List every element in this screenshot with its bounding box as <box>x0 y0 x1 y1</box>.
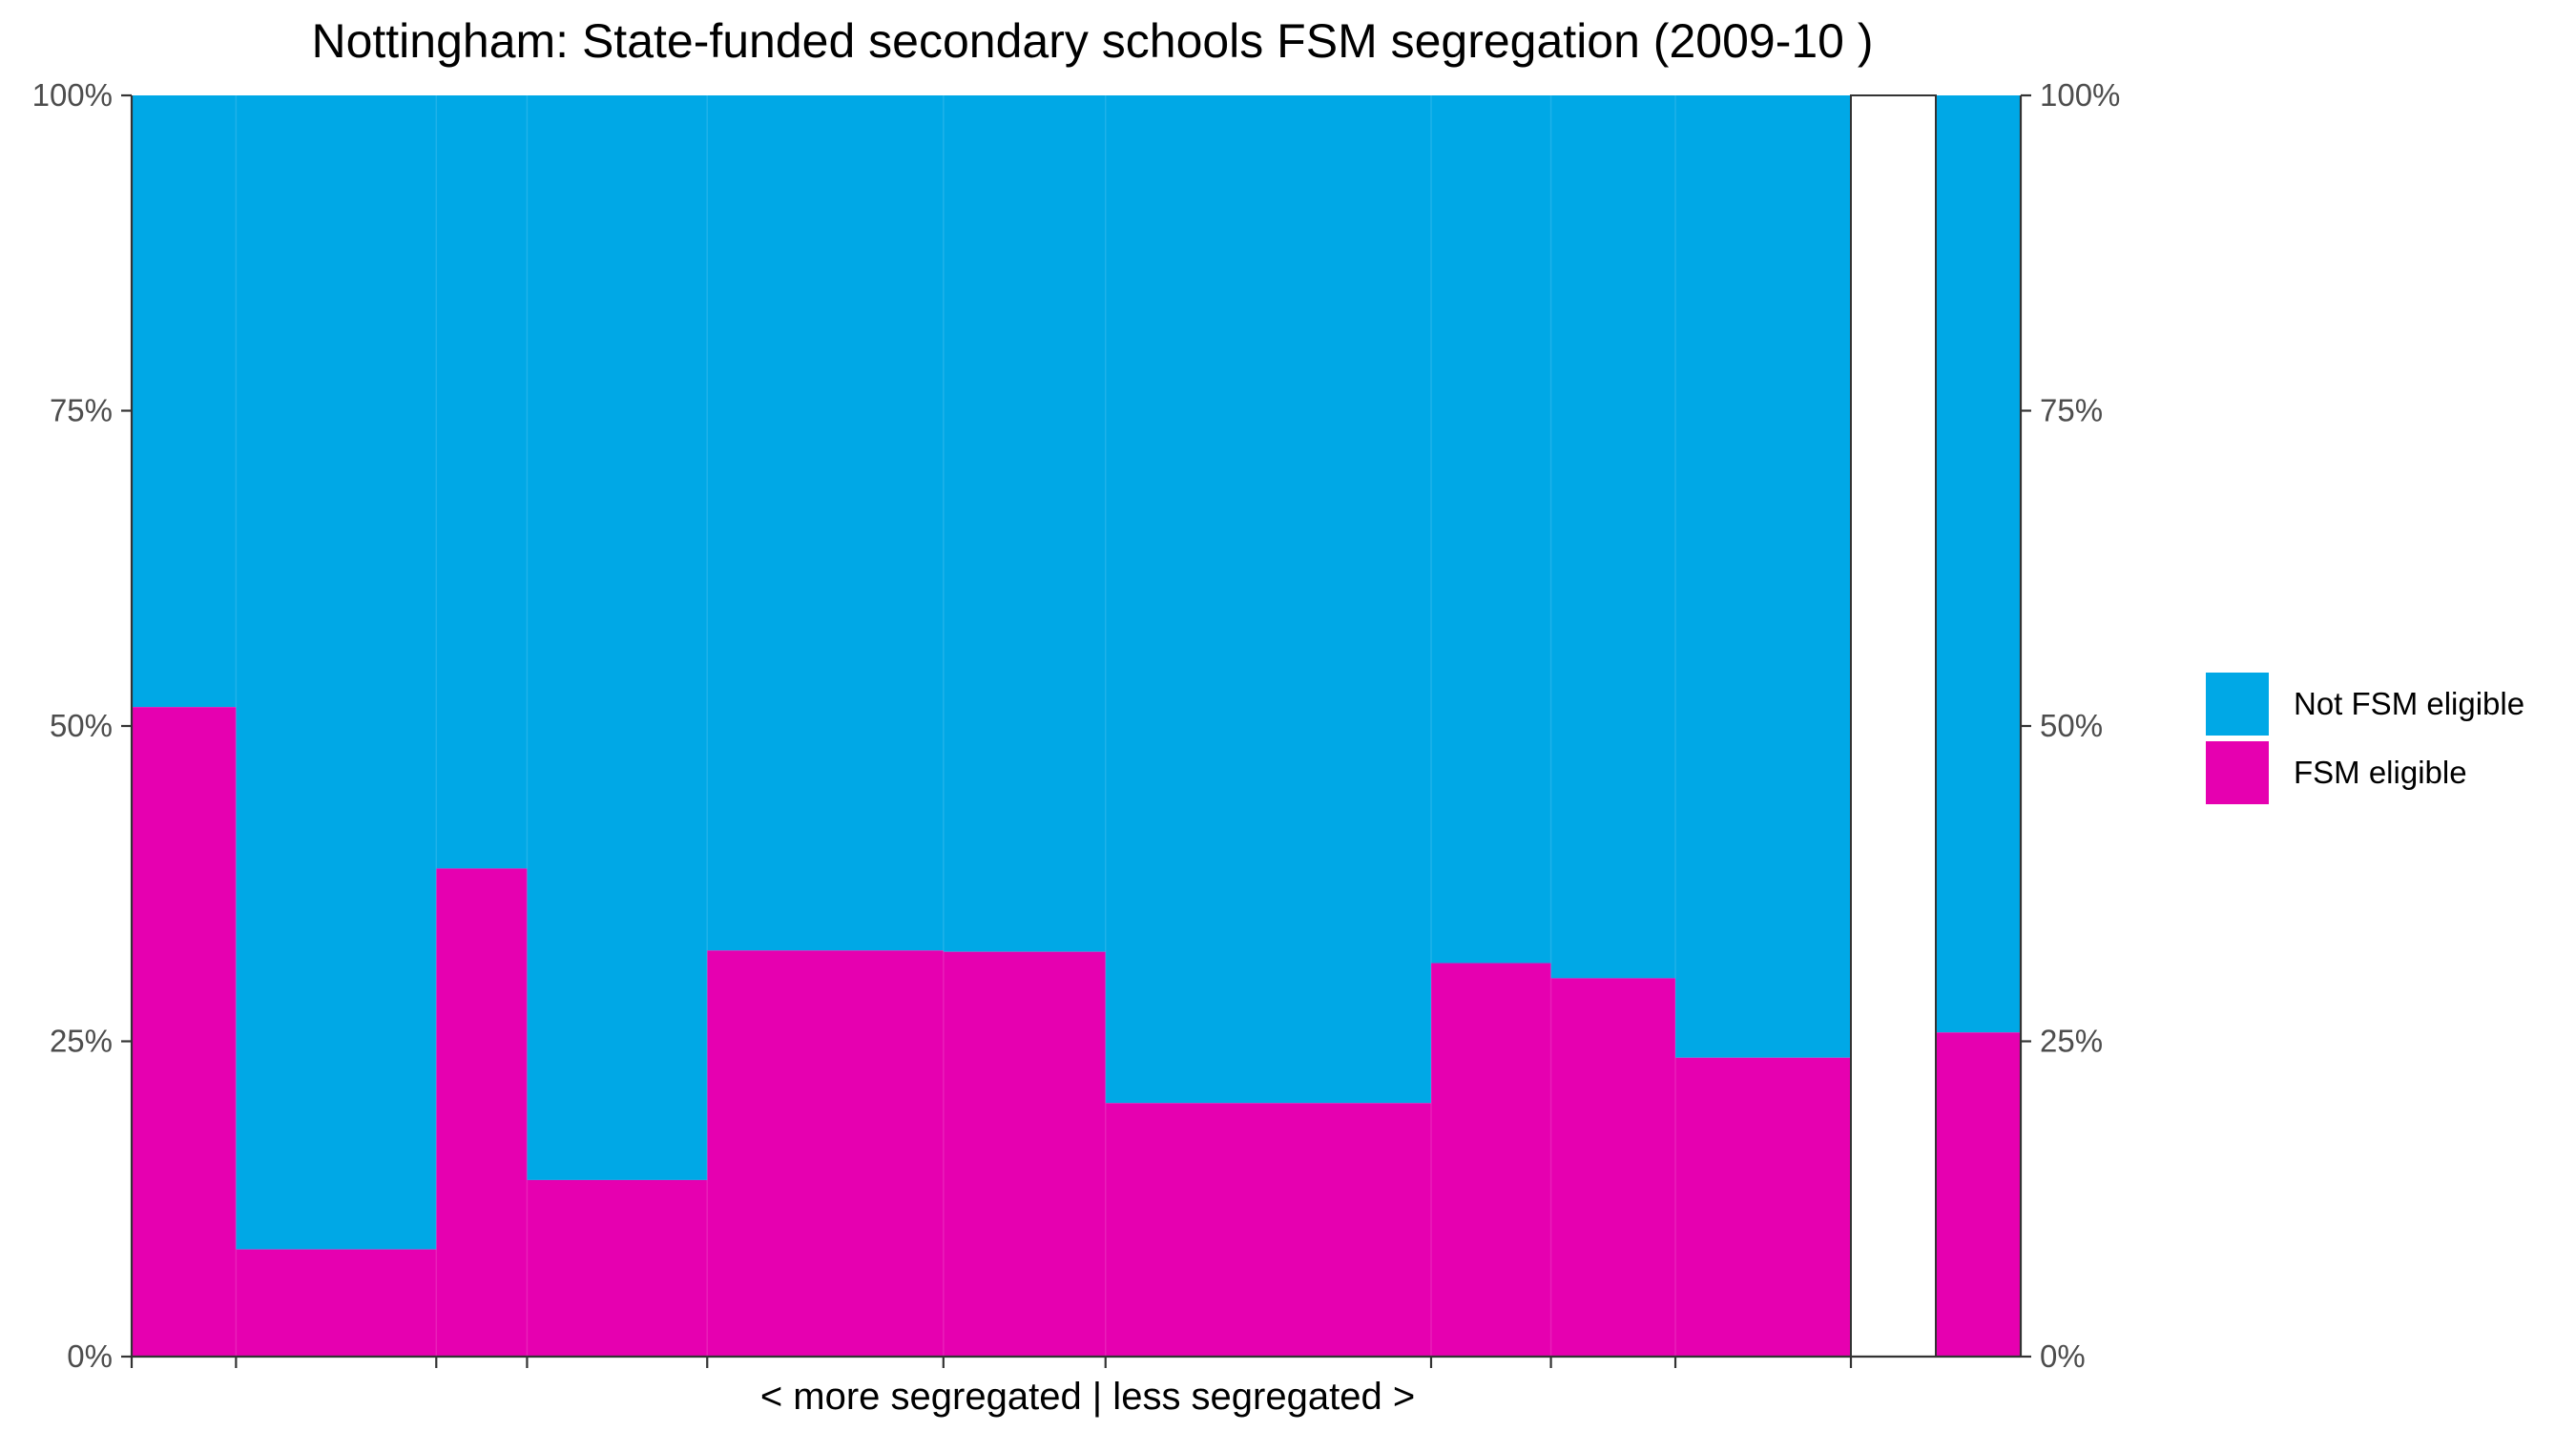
bar-not-fsm-0 <box>132 95 237 708</box>
x-axis-label: < more segregated | less segregated > <box>760 1376 1415 1418</box>
legend-label-not-fsm: Not FSM eligible <box>2294 686 2524 721</box>
y-tick-label-left-3: 75% <box>50 393 113 428</box>
legend-key-not-fsm <box>2206 673 2269 736</box>
axes: 0% 0% 25% 25% 50% 50% 75% 75% 100% 100% <box>32 77 2121 1374</box>
y-tick-label-left-0: 0% <box>67 1338 113 1374</box>
legend: Not FSM eligible FSM eligible <box>2206 673 2524 804</box>
bar-fsm-4 <box>707 950 945 1357</box>
y-tick-label-left-2: 50% <box>50 708 113 743</box>
bar-not-fsm-3 <box>527 95 708 1180</box>
bar-fsm-9 <box>1675 1057 1852 1357</box>
bar-fsm-2 <box>436 868 529 1357</box>
y-tick-label-right-1: 25% <box>2040 1024 2103 1059</box>
bar-not-fsm-1 <box>236 95 437 1250</box>
bar-not-fsm-9 <box>1675 95 1852 1058</box>
legend-key-fsm <box>2206 741 2269 804</box>
bar-not-fsm-7 <box>1430 95 1552 964</box>
bar-fsm-0 <box>132 707 237 1357</box>
gap-box <box>1850 94 1937 1358</box>
y-tick-label-right-0: 0% <box>2040 1338 2086 1374</box>
bar-fsm-6 <box>1105 1103 1432 1357</box>
bar-fsm-5 <box>943 951 1107 1357</box>
chart-title: Nottingham: State-funded secondary schoo… <box>311 14 1873 68</box>
bar-not-fsm-5 <box>943 95 1107 952</box>
bar-fsm-1 <box>236 1249 437 1357</box>
y-tick-label-right-4: 100% <box>2040 77 2120 113</box>
y-tick-label-left-4: 100% <box>32 77 113 113</box>
school-bars <box>132 95 1852 1357</box>
bar-not-fsm-8 <box>1550 95 1676 979</box>
bar-not-fsm-4 <box>707 95 945 951</box>
y-tick-label-right-3: 75% <box>2040 393 2103 428</box>
y-tick-label-right-2: 50% <box>2040 708 2103 743</box>
overall-bar-fsm <box>1936 1032 2021 1357</box>
overall-bar <box>1936 95 2021 1357</box>
bar-fsm-3 <box>527 1179 708 1357</box>
bar-not-fsm-2 <box>436 95 529 869</box>
bar-fsm-7 <box>1430 963 1552 1357</box>
overall-bar-not-fsm <box>1936 95 2021 1033</box>
y-tick-label-left-1: 25% <box>50 1024 113 1059</box>
bar-fsm-8 <box>1550 978 1676 1357</box>
bar-not-fsm-6 <box>1105 95 1432 1104</box>
legend-label-fsm: FSM eligible <box>2294 755 2467 790</box>
